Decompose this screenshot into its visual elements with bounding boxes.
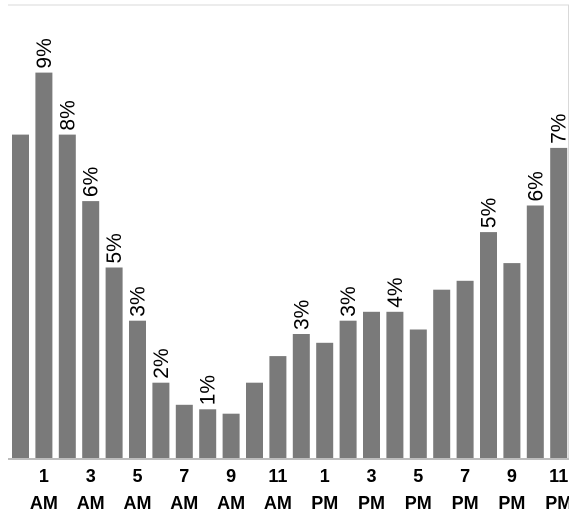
x-tick-label-hour: 9: [507, 466, 517, 486]
x-tick-label-hour: 1: [320, 466, 330, 486]
x-tick-label-hour: 11: [549, 466, 568, 486]
bar-4-am: [105, 267, 123, 458]
bar-6-am: [152, 382, 170, 458]
x-tick-label-hour: 7: [460, 466, 470, 486]
x-tick-label-period: AM: [170, 493, 198, 513]
x-tick-labels-group: 1 AM 3 AM 5 AM 7 AM 9 AM 11 AM 1 PM 3 PM 5 PM 7 PM 9 PM 11 PM: [30, 466, 569, 513]
x-tick-label-period: AM: [30, 493, 58, 513]
bar-2-am: [58, 134, 76, 458]
bar-10-pm: [526, 205, 544, 458]
bar-1-pm: [316, 342, 334, 458]
data-label: 9%: [33, 38, 56, 68]
bars-group: [12, 72, 568, 458]
bar-11-pm: [550, 147, 568, 458]
x-tick-label-period: AM: [264, 493, 292, 513]
bar-1-am: [35, 72, 53, 458]
bar-8-pm: [480, 232, 497, 458]
x-tick-label-hour: 11: [268, 466, 287, 486]
x-tick-label-period: AM: [217, 493, 245, 513]
data-label: 2%: [150, 348, 173, 378]
bar-9-am: [222, 413, 240, 458]
x-tick-label-hour: 1: [39, 466, 49, 486]
data-labels-group: 9%8%6%5%3%2%1%3% 3% 4%5%6%7%: [33, 38, 569, 405]
data-label: 7%: [548, 114, 569, 144]
bar-10-am: [246, 382, 263, 458]
bar-7-am: [175, 404, 193, 458]
x-tick-label-period: PM: [405, 493, 432, 513]
bar-5-am: [129, 320, 146, 458]
bar-8-am: [199, 409, 217, 458]
x-tick-label-period: AM: [77, 493, 105, 513]
bar-12-am: [12, 134, 29, 458]
x-tick-label-period: PM: [545, 493, 569, 513]
x-tick-label-hour: 9: [226, 466, 236, 486]
bar-9-pm: [503, 263, 521, 458]
data-label: 3%: [337, 286, 360, 316]
bar-3-am: [82, 201, 100, 458]
data-label: 8%: [56, 100, 79, 130]
bar-7-pm: [456, 280, 474, 458]
data-label: 3%: [290, 300, 313, 330]
x-tick-label-period: AM: [124, 493, 152, 513]
bar-4-pm: [386, 311, 404, 458]
data-label: 4%: [384, 277, 407, 307]
bar-11-am: [269, 356, 287, 458]
x-tick-label-hour: 5: [132, 466, 142, 486]
data-label: 3%: [127, 286, 150, 316]
x-tick-label-hour: 3: [86, 466, 96, 486]
x-tick-label-hour: 5: [413, 466, 423, 486]
x-tick-label-period: PM: [311, 493, 338, 513]
data-label: 1%: [197, 375, 220, 405]
x-tick-label-hour: 3: [366, 466, 376, 486]
data-label: 5%: [103, 233, 126, 263]
bar-3-pm: [363, 311, 380, 458]
bar-6-pm: [433, 289, 451, 458]
bar-2-pm: [339, 320, 357, 458]
x-tick-label-period: PM: [358, 493, 385, 513]
x-tick-label-hour: 7: [179, 466, 189, 486]
data-label: 6%: [80, 167, 103, 197]
bar-12-pm: [292, 334, 310, 458]
data-label: 6%: [524, 171, 547, 201]
x-tick-label-period: PM: [498, 493, 525, 513]
x-tick-label-period: PM: [452, 493, 479, 513]
bar-5-pm: [409, 329, 427, 458]
data-label: 5%: [478, 198, 501, 228]
